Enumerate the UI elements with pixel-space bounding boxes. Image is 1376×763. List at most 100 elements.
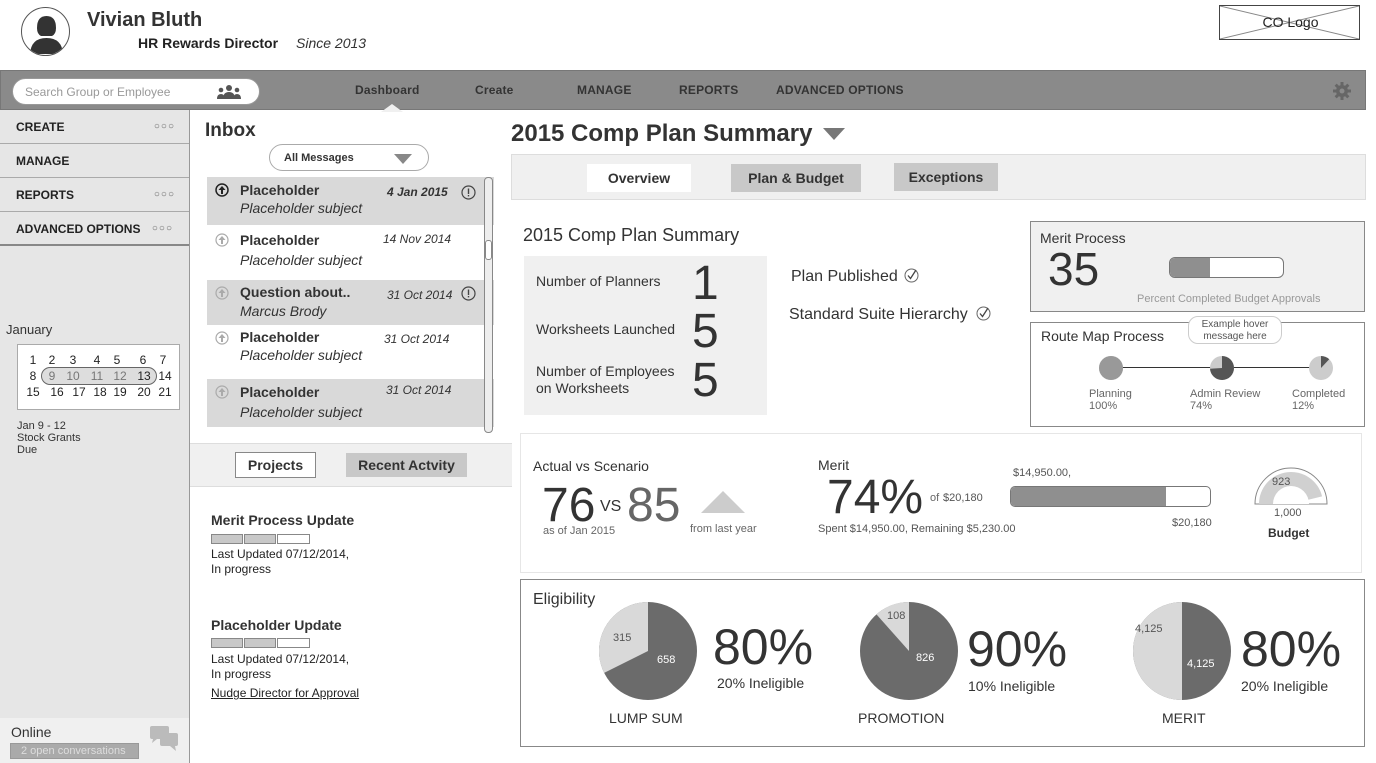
reply-arrow-icon (215, 183, 229, 197)
calendar-day[interactable]: 20 (137, 385, 151, 399)
tab-projects[interactable]: Projects (235, 452, 316, 478)
route-step-progress (1099, 356, 1123, 380)
pie-label-eligible: 658 (657, 654, 676, 666)
active-tab-indicator (381, 104, 403, 112)
calendar-day[interactable]: 3 (69, 353, 77, 367)
chat-icon[interactable] (149, 726, 179, 752)
sidebar-item-reports[interactable]: REPORTS ○○○ (0, 178, 189, 212)
progress-segment (211, 638, 243, 648)
calendar-day[interactable]: 12 (113, 369, 127, 383)
inbox-message[interactable]: Placeholder Placeholder subject 4 Jan 20… (207, 177, 494, 225)
route-step-pct: 100% (1089, 400, 1118, 412)
message-subject: Placeholder subject (240, 347, 363, 363)
search-input[interactable] (25, 84, 210, 100)
pie-slice-ineligible (1133, 602, 1182, 700)
logo-text: CO Logo (1262, 14, 1319, 30)
route-map-title: Route Map Process (1041, 328, 1164, 344)
sidebar-item-advanced-options[interactable]: ADVANCED OPTIONS ○○○ (0, 212, 189, 246)
budget-label: Budget (1268, 526, 1310, 540)
open-conversations-button[interactable]: 2 open conversations (10, 743, 139, 759)
tab-exceptions[interactable]: Exceptions (894, 163, 998, 191)
planners-value: 1 (692, 257, 719, 310)
trend-up-icon (701, 491, 745, 513)
route-step[interactable]: Admin Review 74% (1190, 388, 1260, 412)
nav-reports[interactable]: REPORTS (679, 83, 739, 97)
promotion-pie-chart (860, 602, 958, 700)
sidebar-item-label: REPORTS (16, 188, 75, 202)
main-tab-bar: Overview Plan & Budget Exceptions (511, 154, 1366, 200)
calendar-day[interactable]: 7 (159, 353, 167, 367)
group-icon[interactable] (216, 84, 242, 100)
user-avatar[interactable] (21, 7, 70, 56)
sidebar-item-manage[interactable]: MANAGE (0, 144, 189, 178)
calendar-day[interactable]: 19 (113, 385, 127, 399)
tab-plan-budget[interactable]: Plan & Budget (731, 164, 861, 192)
employees-value: 5 (692, 354, 719, 407)
project-title[interactable]: Placeholder Update (211, 617, 342, 633)
calendar-day[interactable]: 21 (158, 385, 172, 399)
tab-recent-activity[interactable]: Recent Actvity (346, 453, 467, 477)
route-step[interactable]: Completed 12% (1292, 388, 1345, 412)
calendar-day[interactable]: 16 (50, 385, 64, 399)
calendar-day[interactable]: 6 (139, 353, 147, 367)
page-title: 2015 Comp Plan Summary (511, 120, 813, 147)
more-icon[interactable]: ○○○ (153, 189, 175, 200)
nav-create[interactable]: Create (475, 83, 514, 97)
calendar-day[interactable]: 13 (137, 369, 151, 383)
route-step-pct: 12% (1292, 400, 1315, 412)
actual-value: 76 (542, 479, 596, 532)
calendar-day[interactable]: 14 (158, 369, 172, 383)
project-title[interactable]: Merit Process Update (211, 512, 355, 528)
eligibility-pct: 90% (967, 621, 1068, 677)
route-step[interactable]: Planning 100% (1089, 388, 1132, 412)
calendar-day[interactable]: 4 (93, 353, 101, 367)
calendar-day[interactable]: 11 (90, 369, 104, 383)
pie-slice-ineligible (599, 602, 648, 673)
calendar-day[interactable]: 10 (66, 369, 80, 383)
title-dropdown-icon[interactable] (823, 128, 845, 140)
message-filter-select[interactable]: All Messages (269, 144, 429, 171)
calendar-day[interactable]: 8 (29, 369, 37, 383)
calendar-day[interactable]: 15 (26, 385, 40, 399)
person-icon (30, 16, 63, 54)
tab-overview[interactable]: Overview (587, 164, 691, 192)
merit-process-value: 35 (1048, 243, 1100, 295)
ineligible-label: 20% Ineligible (1241, 678, 1329, 694)
calendar-day[interactable]: 9 (48, 369, 56, 383)
merit-process-panel: Merit Process 35 Percent Completed Budge… (1030, 221, 1365, 312)
calendar-day[interactable]: 18 (93, 385, 107, 399)
gear-icon[interactable] (1332, 81, 1352, 101)
progress-segment (244, 638, 276, 648)
calendar-day[interactable]: 1 (29, 353, 37, 367)
inbox-message[interactable]: Placeholder Placeholder subject 31 Oct 2… (207, 325, 494, 373)
calendar-day[interactable]: 2 (48, 353, 56, 367)
nudge-director-link[interactable]: Nudge Director for Approval (211, 686, 360, 700)
sidebar-item-create[interactable]: CREATE ○○○ (0, 110, 189, 144)
calendar-event[interactable]: Jan 9 - 12 Stock Grants Due (17, 420, 81, 456)
scrollbar-thumb[interactable] (485, 240, 492, 260)
inbox-message[interactable]: Question about.. Marcus Brody 31 Oct 201… (207, 280, 494, 325)
inbox-message[interactable]: Placeholder Placeholder subject 14 Nov 2… (207, 227, 494, 275)
calendar-day[interactable]: 17 (72, 385, 86, 399)
message-subject: Placeholder subject (240, 200, 363, 216)
nav-manage[interactable]: MANAGE (577, 83, 632, 97)
inbox-scrollbar[interactable] (484, 177, 493, 433)
merit-total: $20,180 (943, 492, 983, 504)
merit-process-caption: Percent Completed Budget Approvals (1137, 293, 1321, 305)
plan-published-label: Plan Published (791, 268, 898, 285)
more-icon[interactable]: ○○○ (151, 223, 173, 234)
category-label: PROMOTION (858, 710, 945, 726)
sidebar: CREATE ○○○ MANAGE REPORTS ○○○ ADVANCED O… (0, 110, 190, 763)
merit-pie-chart (1133, 602, 1231, 700)
more-icon[interactable]: ○○○ (153, 121, 175, 132)
hierarchy-label: Standard Suite Hierarchy (789, 306, 968, 323)
reply-arrow-icon (215, 286, 229, 300)
message-date: 14 Nov 2014 (383, 232, 452, 246)
inbox-message[interactable]: Placeholder Placeholder subject 31 Oct 2… (207, 379, 494, 427)
nav-dashboard[interactable]: Dashboard (355, 83, 420, 97)
nav-advanced-options[interactable]: ADVANCED OPTIONS (776, 83, 904, 97)
route-step-name: Completed (1292, 388, 1346, 400)
chat-panel: Online 2 open conversations (0, 718, 189, 763)
event-dates: Jan 9 - 12 (17, 420, 66, 432)
calendar-day[interactable]: 5 (113, 353, 121, 367)
